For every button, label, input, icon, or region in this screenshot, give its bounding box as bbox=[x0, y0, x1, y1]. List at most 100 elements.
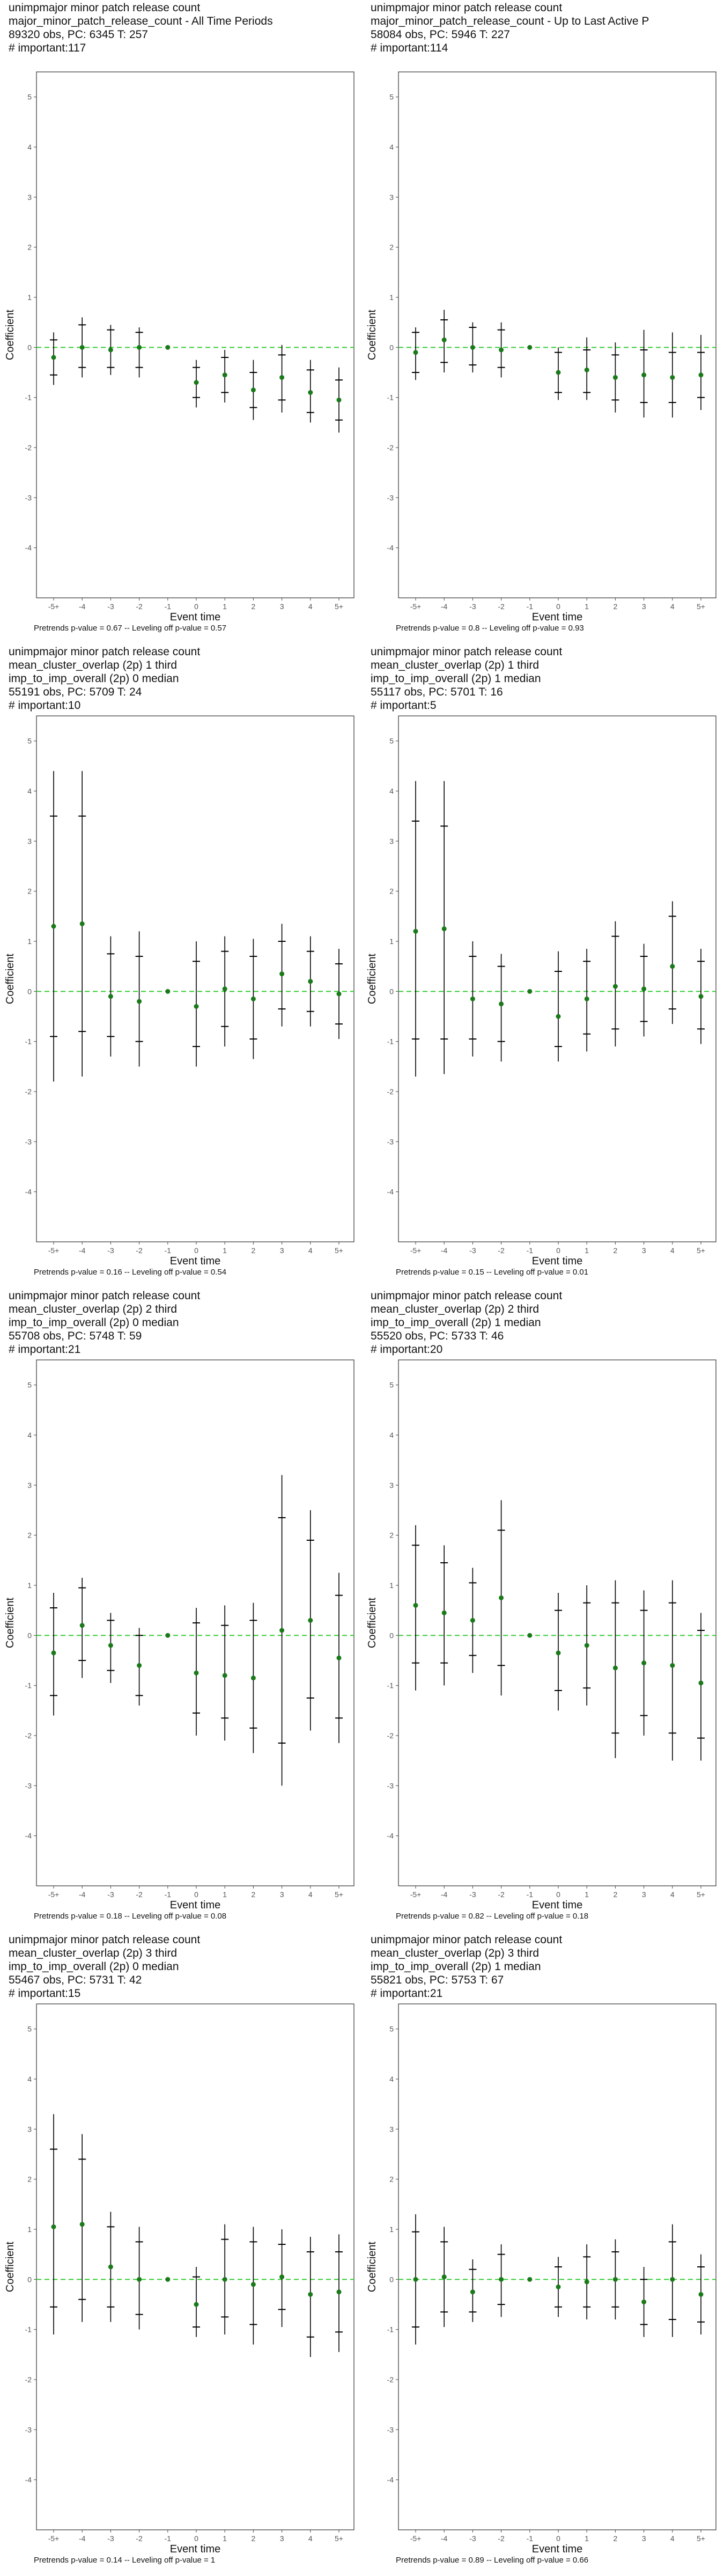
data-point bbox=[308, 1618, 313, 1623]
x-tick-label: -3 bbox=[107, 602, 114, 611]
y-axis-label: Coefficient bbox=[4, 2241, 16, 2292]
data-point bbox=[108, 347, 113, 353]
chart-title-line: 55821 obs, PC: 5753 T: 67 bbox=[371, 1974, 504, 1986]
x-tick-label: 5+ bbox=[697, 1246, 705, 1255]
data-point-group bbox=[497, 322, 505, 378]
chart-title: unimpmajor minor patch release count mean… bbox=[371, 645, 722, 712]
y-tick-label: 2 bbox=[27, 2175, 32, 2184]
data-point-group bbox=[107, 936, 115, 1057]
data-point bbox=[308, 390, 313, 395]
data-point bbox=[698, 994, 704, 999]
data-point bbox=[413, 1602, 418, 1608]
x-tick-label: 0 bbox=[194, 1246, 198, 1255]
data-point bbox=[413, 350, 418, 355]
y-tick-label: 4 bbox=[389, 787, 394, 795]
data-point-group bbox=[440, 310, 448, 372]
chart-panel: unimpmajor minor patch release count mean… bbox=[362, 644, 724, 1288]
data-point-group bbox=[469, 322, 477, 372]
y-tick-label: 3 bbox=[389, 193, 394, 201]
y-tick-label: -2 bbox=[25, 2375, 32, 2384]
data-point bbox=[584, 996, 589, 1001]
chart-panel: unimpmajor minor patch release count mean… bbox=[0, 1932, 362, 2576]
data-point-group bbox=[611, 342, 619, 413]
chart-title-line: # important:114 bbox=[371, 42, 448, 54]
x-tick-label: 2 bbox=[252, 1246, 256, 1255]
y-tick-label: -1 bbox=[25, 393, 32, 402]
plot-area bbox=[36, 71, 354, 598]
data-point-group bbox=[469, 941, 477, 1057]
data-point bbox=[670, 964, 675, 969]
y-tick-label: 0 bbox=[27, 343, 32, 352]
x-tick-label: -3 bbox=[469, 2534, 476, 2543]
y-tick-label: -2 bbox=[25, 1731, 32, 1740]
data-point-group bbox=[697, 2254, 705, 2334]
y-tick-label: -4 bbox=[387, 544, 394, 552]
data-point-group bbox=[640, 2267, 648, 2337]
data-point bbox=[556, 1650, 561, 1656]
data-point bbox=[336, 991, 342, 997]
data-point bbox=[470, 2289, 475, 2295]
y-axis-label: Coefficient bbox=[366, 2241, 378, 2292]
x-axis-label: Event time bbox=[532, 611, 582, 623]
data-point bbox=[698, 372, 704, 378]
data-point bbox=[222, 986, 227, 992]
data-point bbox=[698, 2292, 704, 2297]
chart-plot: -4 -3 -2 -1 0 1 2 3 4 5 -5+ -4 -3 -2 -1 0 1 2 3 4 5+ Event ti… bbox=[366, 1359, 716, 1911]
data-point bbox=[137, 999, 142, 1004]
data-point bbox=[527, 1633, 533, 1638]
chart-title-line: # important:21 bbox=[9, 1343, 81, 1356]
data-point bbox=[641, 2299, 647, 2304]
x-tick-label: 0 bbox=[194, 602, 198, 611]
data-point bbox=[279, 375, 285, 380]
data-point bbox=[165, 1633, 171, 1638]
data-point-group bbox=[640, 330, 648, 418]
chart-title-line: 55467 obs, PC: 5731 T: 42 bbox=[9, 1974, 142, 1986]
chart-title: unimpmajor minor patch release count mean… bbox=[9, 645, 360, 712]
x-tick-label: -3 bbox=[107, 1246, 114, 1255]
x-tick-label: 0 bbox=[556, 602, 560, 611]
y-tick-label: -2 bbox=[387, 2375, 394, 2384]
x-tick-label: -2 bbox=[136, 602, 143, 611]
pvalue-footnote: Pretrends p-value = 0.18 -- Leveling off… bbox=[34, 1912, 227, 1921]
data-point-group bbox=[107, 1613, 115, 1683]
chart-title-line: imp_to_imp_overall (2p) 0 median bbox=[9, 1960, 179, 1973]
x-tick-label: 1 bbox=[585, 602, 589, 611]
x-tick-label: -1 bbox=[527, 1246, 534, 1255]
data-point bbox=[336, 1655, 342, 1660]
data-point-group bbox=[440, 1545, 448, 1686]
x-axis-label: Event time bbox=[170, 2543, 220, 2555]
chart-title-line: unimpmajor minor patch release count bbox=[9, 2, 201, 14]
x-tick-label: -2 bbox=[498, 2534, 505, 2543]
chart-title-line: 58084 obs, PC: 5946 T: 227 bbox=[371, 28, 510, 41]
data-point-group bbox=[640, 1590, 648, 1736]
y-tick-label: -4 bbox=[387, 2476, 394, 2484]
x-tick-label: 2 bbox=[252, 2534, 256, 2543]
x-tick-label: -3 bbox=[469, 1890, 476, 1899]
data-point bbox=[584, 1643, 589, 1648]
data-point-group bbox=[527, 989, 533, 994]
data-point bbox=[499, 1595, 504, 1600]
chart-title: unimpmajor minor patch release count majo… bbox=[9, 1, 360, 55]
data-point bbox=[108, 2264, 113, 2270]
data-point bbox=[79, 1623, 85, 1628]
plot-area bbox=[398, 71, 716, 598]
data-point-group bbox=[165, 345, 171, 350]
pvalue-footnote: Pretrends p-value = 0.8 -- Leveling off … bbox=[396, 624, 584, 633]
data-point-group bbox=[50, 771, 57, 1082]
y-axis-label: Coefficient bbox=[4, 309, 16, 360]
x-tick-label: 0 bbox=[556, 1246, 560, 1255]
data-point-group bbox=[221, 1605, 229, 1741]
data-point bbox=[499, 1001, 504, 1007]
data-point bbox=[612, 1665, 618, 1671]
data-point bbox=[194, 1004, 199, 1009]
chart-title-line: # important:117 bbox=[9, 42, 86, 54]
y-axis-label: Coefficient bbox=[4, 1597, 16, 1648]
x-tick-label: -2 bbox=[136, 2534, 143, 2543]
y-tick-label: 1 bbox=[389, 2225, 394, 2234]
chart-title-line: 55708 obs, PC: 5748 T: 59 bbox=[9, 1330, 142, 1342]
y-tick-label: 3 bbox=[27, 193, 32, 201]
chart-title-line: mean_cluster_overlap (2p) 1 third bbox=[9, 659, 177, 671]
data-point bbox=[441, 337, 447, 342]
data-point bbox=[641, 986, 647, 992]
chart-title-line: 89320 obs, PC: 6345 T: 257 bbox=[9, 28, 148, 41]
